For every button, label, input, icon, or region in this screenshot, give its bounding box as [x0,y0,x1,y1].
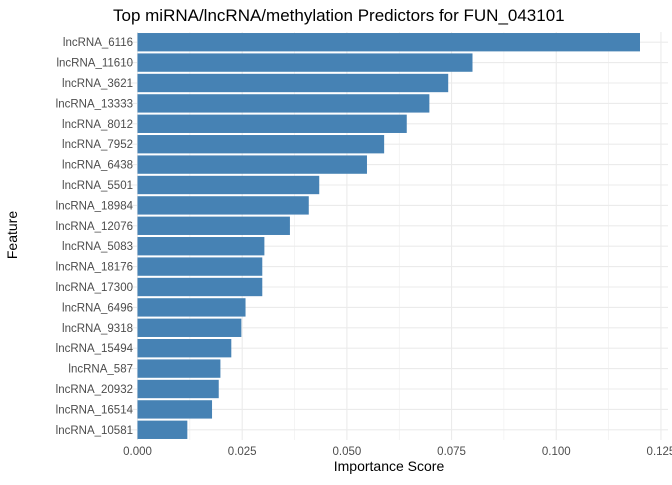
bar-lncRNA_16514 [137,400,213,419]
bar-lncRNA_20932 [137,379,219,399]
y-tick-label: lncRNA_16514 [56,404,134,416]
y-tick-labels: lncRNA_6116 lncRNA_11610 lncRNA_3621 lncRNA… [56,37,134,437]
y-tick-label: lncRNA_18176 [56,262,133,274]
y-tick-label: lncRNA_6438 [62,160,133,172]
y-tick-label: lncRNA_17300 [56,282,133,294]
x-tick-label: 0.025 [228,446,257,458]
x-tick-label: 0.075 [437,446,466,458]
bar-lncRNA_7952 [137,135,385,154]
bar-lncRNA_12076 [137,216,290,235]
y-tick-label: lncRNA_11610 [56,58,133,70]
bar-lncRNA_18176 [137,257,263,276]
y-tick-label: lncRNA_6116 [63,37,133,49]
x-tick-labels: 0.000 0.025 0.050 0.075 0.100 0.125 [123,446,672,458]
y-tick-label: lncRNA_15494 [56,343,134,355]
bar-lncRNA_5501 [137,175,320,195]
bar-lncRNA_6438 [137,155,367,174]
y-tick-label: lncRNA_6496 [62,302,133,314]
y-tick-label: lncRNA_9318 [62,323,133,335]
x-tick-label: 0.125 [647,446,672,458]
x-tick-label: 0.000 [123,446,152,458]
y-tick-label: lncRNA_8012 [62,119,133,131]
bar-lncRNA_3621 [137,73,449,93]
y-tick-label: lncRNA_12076 [56,221,133,233]
bar-lncRNA_8012 [137,114,407,133]
y-tick-label: lncRNA_7952 [62,139,133,151]
y-tick-label: lncRNA_3621 [62,78,133,90]
bars [137,33,640,439]
bar-lncRNA_13333 [137,94,430,113]
bar-lncRNA_6116 [137,33,640,52]
bar-lncRNA_9318 [137,318,242,337]
x-axis-label: Importance Score [334,458,445,474]
y-tick-label: lncRNA_5083 [62,241,133,253]
bar-lncRNA_5083 [137,237,265,256]
y-tick-label: lncRNA_18984 [56,200,134,212]
bar-lncRNA_11610 [137,53,473,72]
bar-lncRNA_18984 [137,196,309,215]
y-tick-label: lncRNA_20932 [56,384,133,396]
y-tick-label: lncRNA_587 [68,364,133,376]
y-axis-label: Feature [4,211,20,259]
bar-lncRNA_6496 [137,298,246,317]
x-tick-label: 0.050 [332,446,361,458]
bar-lncRNA_587 [137,359,221,378]
bar-lncRNA_17300 [137,277,263,297]
grid [115,32,668,440]
y-tick-label: lncRNA_10581 [56,425,133,437]
y-tick-label: lncRNA_13333 [56,98,133,110]
chart-title: Top miRNA/lncRNA/methylation Predictors … [113,6,565,25]
bar-lncRNA_10581 [137,420,188,439]
x-tick-label: 0.100 [542,446,571,458]
bar-lncRNA_15494 [137,339,232,358]
y-tick-label: lncRNA_5501 [62,180,133,192]
